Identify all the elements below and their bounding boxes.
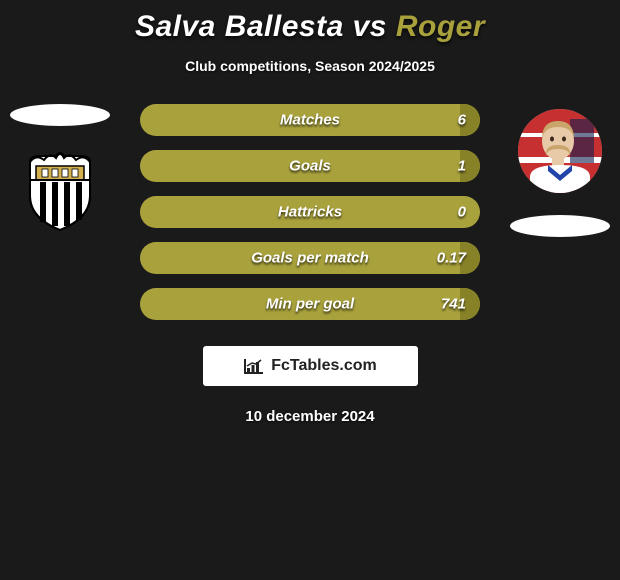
player-left-column [5,104,115,234]
stat-label: Hattricks [140,204,480,221]
stat-right-value: 0.17 [437,250,466,267]
branding-badge: FcTables.com [203,346,418,386]
player-right-column [505,104,615,237]
page-title: Salva Ballesta vs Roger [0,0,620,44]
stat-label: Matches [140,112,480,129]
player-right-photo [518,109,602,193]
stat-row-goals: Goals 1 [140,150,480,182]
date-text: 10 december 2024 [0,408,620,425]
chart-icon [243,357,265,375]
title-player1: Salva Ballesta [135,10,344,43]
stat-label: Goals [140,158,480,175]
stat-right-value: 0 [458,204,466,221]
stat-row-min-per-goal: Min per goal 741 [140,288,480,320]
club-badge-left [16,146,104,234]
stat-row-matches: Matches 6 [140,104,480,136]
stat-row-goals-per-match: Goals per match 0.17 [140,242,480,274]
player-left-photo-placeholder [10,104,110,126]
stat-bars: Matches 6 Goals 1 Hattricks 0 [140,104,480,334]
stat-right-value: 741 [441,296,466,313]
title-vs: vs [353,10,387,43]
stat-label: Goals per match [140,250,480,267]
title-player2: Roger [396,10,485,43]
stat-label: Min per goal [140,296,480,313]
player-right-shadow [510,215,610,237]
subtitle: Club competitions, Season 2024/2025 [0,58,620,74]
branding-text: FcTables.com [271,357,377,375]
stat-right-value: 1 [458,158,466,175]
stat-row-hattricks: Hattricks 0 [140,196,480,228]
comparison-card: Salva Ballesta vs Roger Club competition… [0,0,620,580]
stat-right-value: 6 [458,112,466,129]
stats-area: Matches 6 Goals 1 Hattricks 0 [0,104,620,334]
